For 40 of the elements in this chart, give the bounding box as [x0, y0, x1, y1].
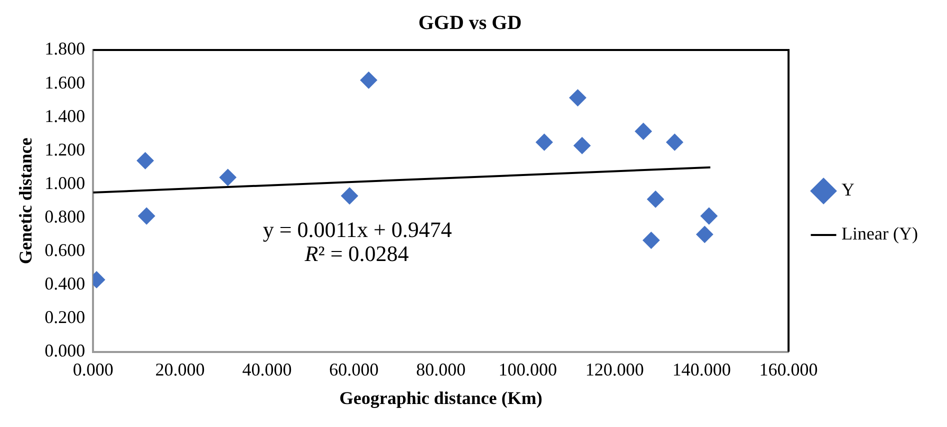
point: [219, 168, 236, 186]
point: [341, 187, 358, 204]
x-tick-label: 100.000: [498, 359, 557, 380]
point: [634, 122, 652, 140]
x-tick-label: 20.000: [155, 359, 205, 380]
x-axis-title: Geographic distance (Km): [339, 388, 542, 408]
y-tick-label: 0.600: [44, 240, 86, 260]
y-tick-label: 0.800: [44, 206, 86, 226]
y-tick-label: 1.400: [44, 106, 86, 126]
point: [360, 72, 378, 89]
point: [574, 137, 591, 154]
point: [138, 207, 156, 224]
y-tick-label: 0.400: [44, 273, 86, 294]
x-tick-label: 80.000: [416, 359, 466, 380]
y-tick-label: 1.600: [44, 72, 86, 92]
point: [136, 152, 154, 170]
x-tick-label: 160.000: [759, 359, 818, 380]
x-tick-label: 0.000: [72, 359, 114, 380]
annotation: R² = 0.0284: [304, 241, 409, 266]
chart-title: GGD vs GD: [418, 12, 522, 34]
x-tick-label: 140.000: [672, 359, 731, 380]
point: [569, 89, 586, 106]
x-tick-label: 120.000: [585, 359, 644, 380]
y-axis-title: Genetic distance: [15, 138, 36, 264]
y-tick-label: 1.200: [44, 139, 86, 160]
y-tick-label: 1.000: [44, 172, 86, 193]
point: [647, 190, 664, 208]
y-tick-label: 1.800: [44, 38, 86, 59]
legend-label: Linear (Y): [842, 224, 918, 244]
point: [536, 134, 553, 151]
point: [696, 226, 714, 243]
point: [642, 232, 660, 249]
y-tick-label: 0.000: [44, 340, 86, 361]
y-tick-label: 0.200: [44, 307, 86, 327]
legend-label: Y: [842, 180, 855, 200]
x-tick-label: 40.000: [242, 359, 292, 380]
point: [700, 207, 718, 224]
x-tick-label: 60.000: [329, 359, 379, 380]
annotation: y = 0.0011x + 0.9474: [262, 217, 452, 242]
point: [666, 134, 684, 151]
